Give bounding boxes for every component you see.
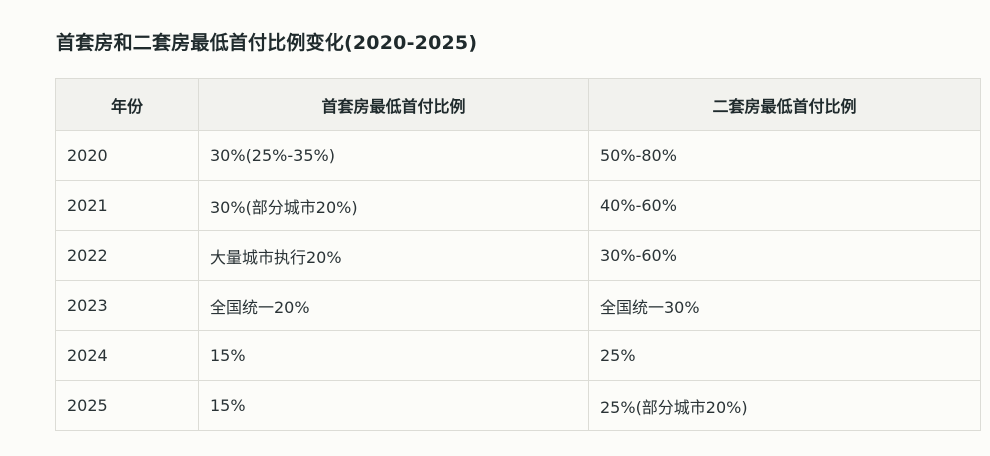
cell-year: 2020 — [55, 130, 199, 181]
cell-first-home: 30%(部分城市20%) — [198, 180, 589, 231]
table-row: 2021 30%(部分城市20%) 40%-60% — [55, 180, 981, 231]
table-row: 2022 大量城市执行20% 30%-60% — [55, 230, 981, 281]
cell-first-home: 15% — [198, 330, 589, 381]
header-row: 年份 首套房最低首付比例 二套房最低首付比例 — [55, 78, 981, 131]
cell-year: 2024 — [55, 330, 199, 381]
table-title: 首套房和二套房最低首付比例变化(2020-2025) — [56, 32, 478, 54]
cell-second-home: 25% — [588, 330, 981, 381]
cell-second-home: 50%-80% — [588, 130, 981, 181]
cell-year: 2021 — [55, 180, 199, 231]
table-row: 2020 30%(25%-35%) 50%-80% — [55, 130, 981, 181]
cell-year: 2025 — [55, 380, 199, 431]
cell-first-home: 全国统一20% — [198, 280, 589, 331]
table-row: 2025 15% 25%(部分城市20%) — [55, 380, 981, 431]
cell-first-home: 大量城市执行20% — [198, 230, 589, 281]
header-second-home: 二套房最低首付比例 — [588, 78, 981, 131]
header-year: 年份 — [55, 78, 199, 131]
cell-second-home: 25%(部分城市20%) — [588, 380, 981, 431]
cell-first-home: 15% — [198, 380, 589, 431]
cell-second-home: 全国统一30% — [588, 280, 981, 331]
cell-first-home: 30%(25%-35%) — [198, 130, 589, 181]
header-first-home: 首套房最低首付比例 — [198, 78, 589, 131]
cell-year: 2022 — [55, 230, 199, 281]
cell-second-home: 30%-60% — [588, 230, 981, 281]
table-row: 2024 15% 25% — [55, 330, 981, 381]
table-row: 2023 全国统一20% 全国统一30% — [55, 280, 981, 331]
down-payment-table: 年份 首套房最低首付比例 二套房最低首付比例 2020 30%(25%-35%)… — [55, 78, 981, 431]
cell-second-home: 40%-60% — [588, 180, 981, 231]
cell-year: 2023 — [55, 280, 199, 331]
